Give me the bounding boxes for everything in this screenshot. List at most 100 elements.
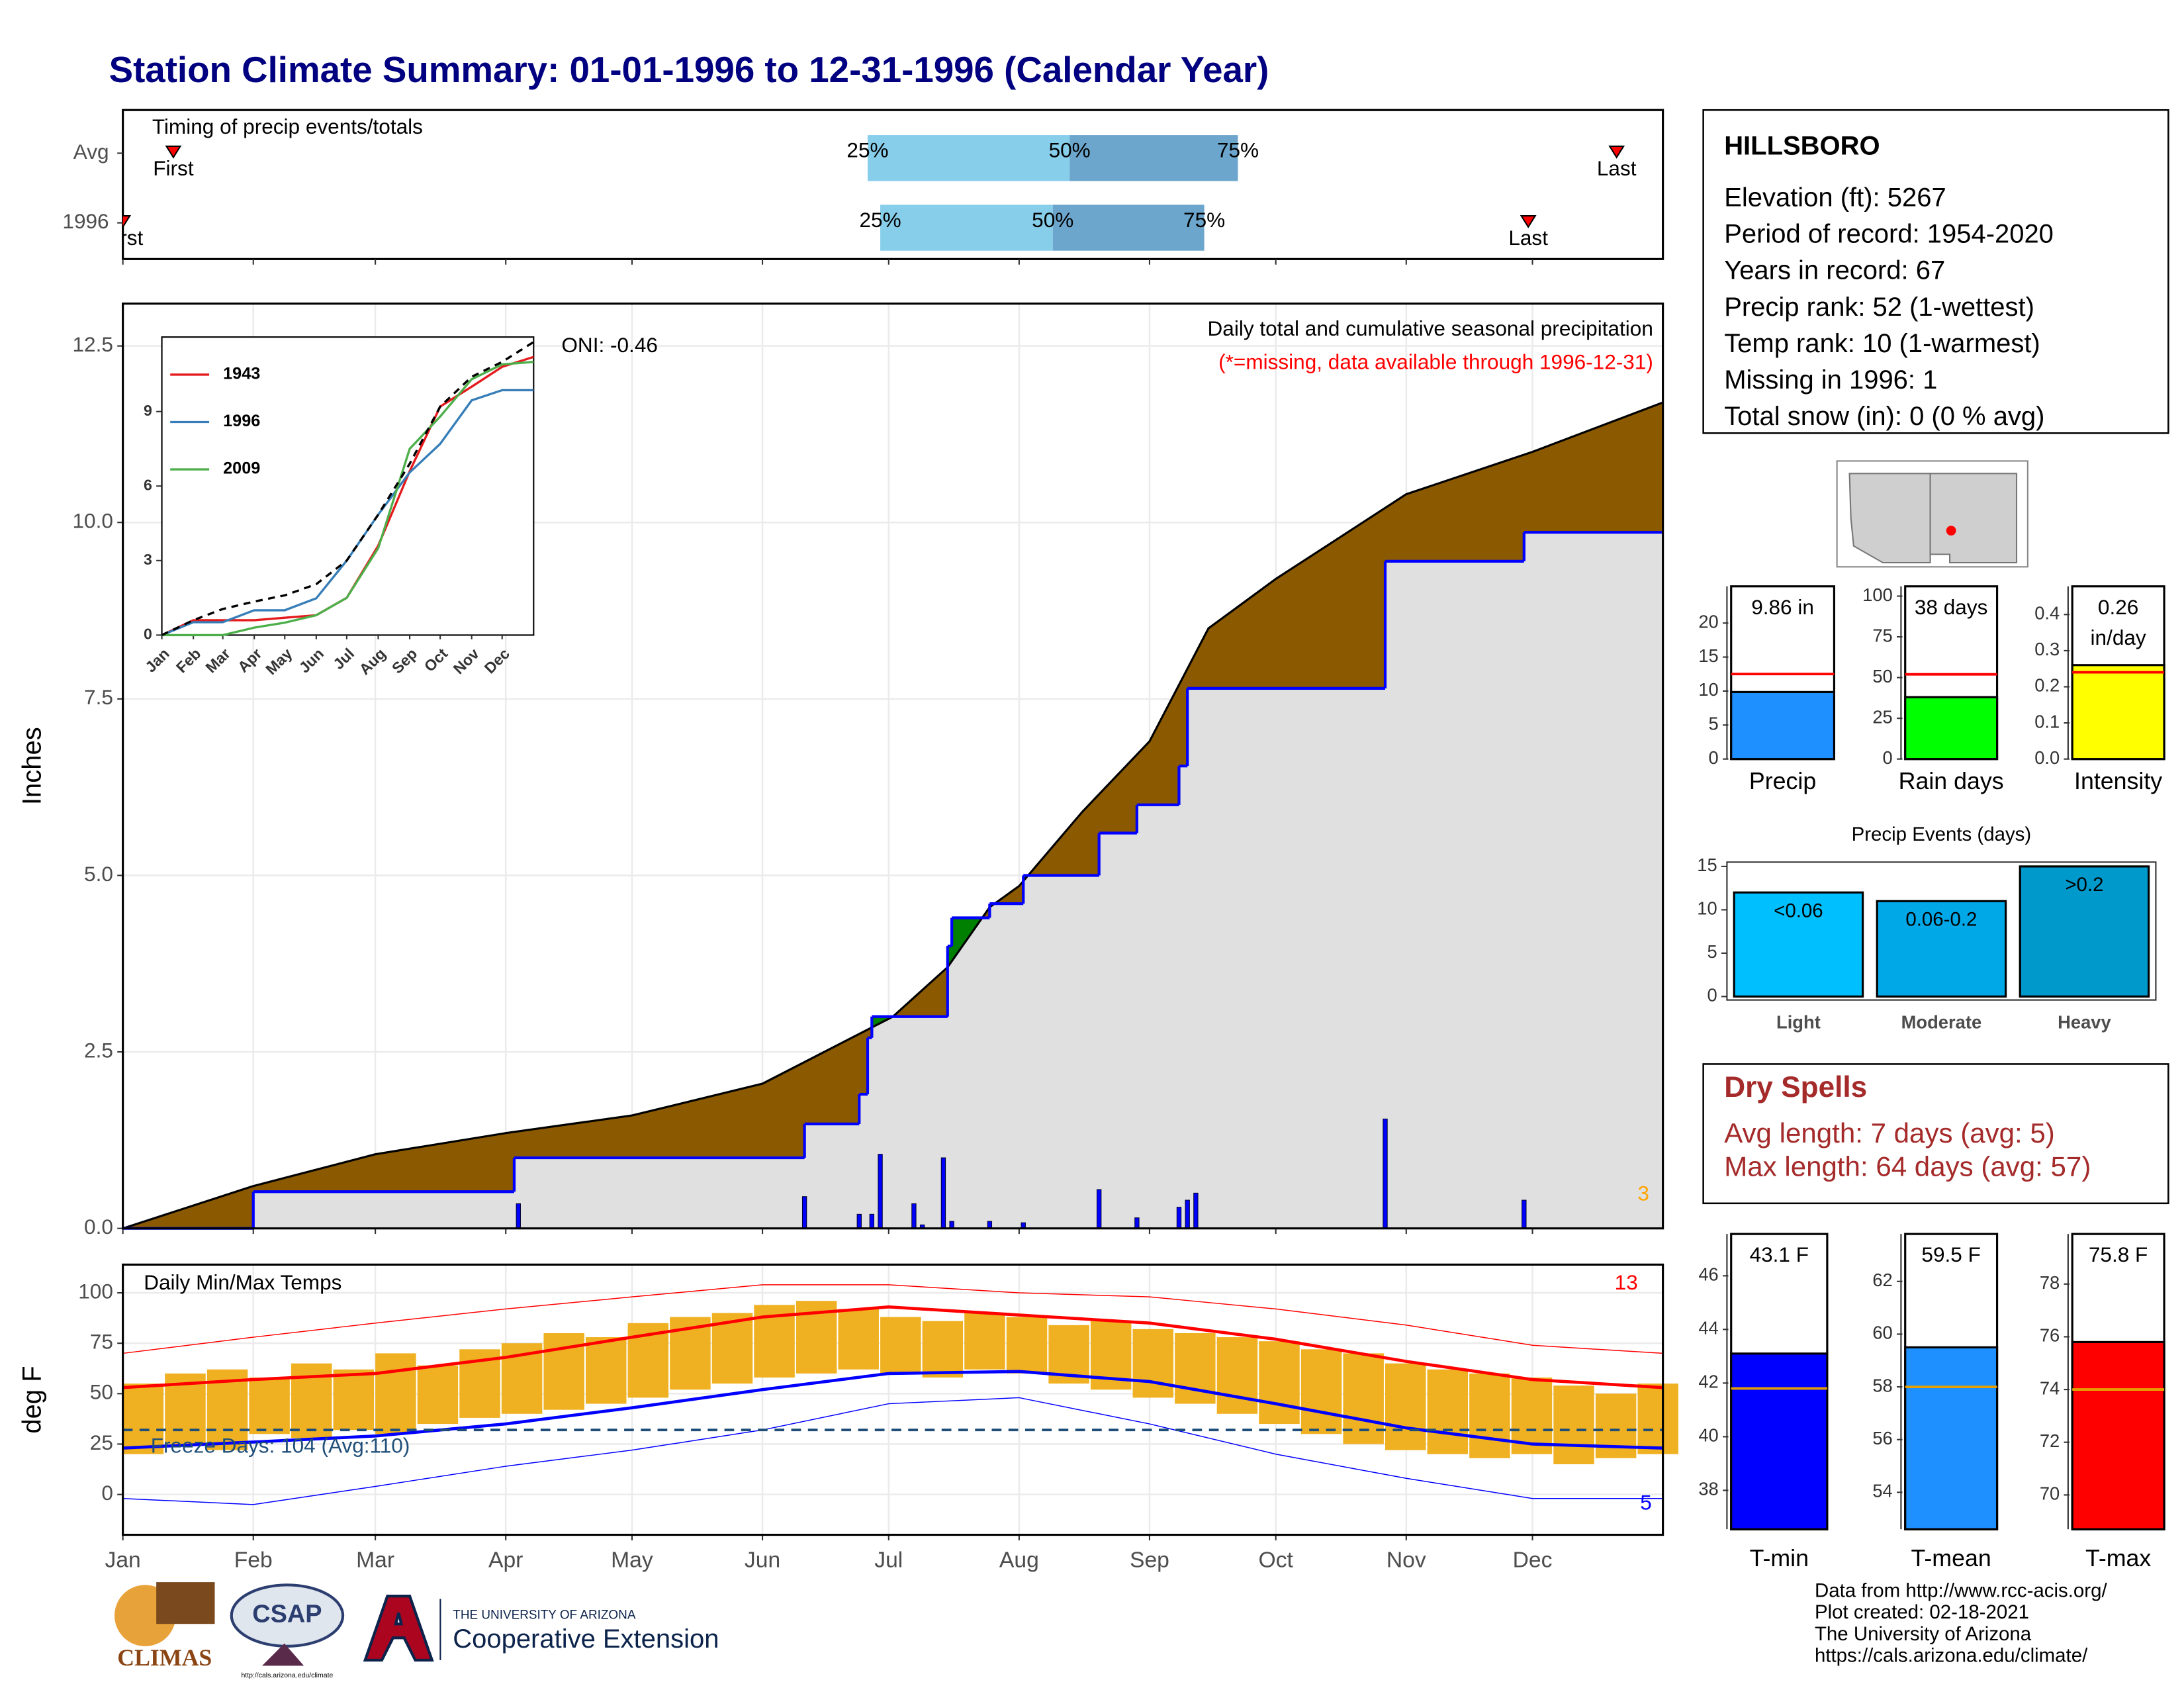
y-tick-label: 62	[1872, 1270, 1892, 1290]
y-tick-label: 12.5	[73, 332, 113, 356]
y-tick-label: 58	[1872, 1375, 1892, 1395]
station-box	[1702, 109, 2169, 434]
station-line: Years in record: 67	[1724, 256, 1945, 285]
daily-range-bar	[1469, 1373, 1510, 1458]
daily-bar	[1522, 1199, 1527, 1229]
y-tick-label: 0	[1883, 747, 1893, 768]
daily-bar	[987, 1221, 993, 1229]
quartile-label: 50%	[1032, 208, 1073, 232]
y-tick-label: 42	[1698, 1372, 1718, 1392]
bar	[1733, 891, 1864, 998]
daily-range-bar	[922, 1321, 964, 1378]
timing-marker	[165, 145, 182, 159]
daily-range-bar	[122, 1383, 164, 1454]
bar	[1730, 690, 1835, 761]
quartile-bar	[880, 205, 1053, 251]
y-tick-label: 60	[1872, 1323, 1892, 1343]
daily-range-bar	[1427, 1369, 1469, 1454]
y-tick-label: 0.3	[2034, 639, 2060, 659]
y-tick-label: 7.5	[84, 685, 113, 709]
daily-range-bar	[586, 1337, 627, 1404]
y-tick-label: 70	[2040, 1483, 2060, 1504]
daily-bar	[1193, 1192, 1199, 1229]
y-tick-label: 44	[1698, 1318, 1718, 1338]
x-tick-label: Nov	[1387, 1548, 1426, 1572]
observed-below-area	[253, 1192, 515, 1229]
y-tick-label: 5	[1709, 714, 1719, 734]
daily-bar	[801, 1196, 807, 1229]
bar-label: Precip	[1749, 768, 1816, 794]
y-tick-label: 5.0	[84, 862, 113, 886]
csap-url: http://cals.arizona.edu/climate	[241, 1671, 333, 1679]
csap-text: CSAP	[252, 1601, 322, 1628]
y-tick-label: 0.4	[2034, 603, 2060, 624]
x-tick-label: Moderate	[1901, 1012, 1982, 1033]
chart-title: Precip Events (days)	[1852, 823, 2032, 845]
y-tick-label: 2.5	[84, 1038, 113, 1062]
x-tick-label: May	[611, 1548, 653, 1572]
y-tick-label: 50	[90, 1380, 113, 1404]
y-tick-label: 10	[1697, 898, 1717, 919]
page-title: Station Climate Summary: 01-01-1996 to 1…	[109, 49, 1269, 90]
y-tick-label: 50	[1872, 666, 1892, 686]
bin-label: >0.2	[2065, 874, 2103, 896]
bar-label: T-min	[1750, 1545, 1809, 1571]
record-low-line	[122, 1397, 1663, 1505]
timing-marker-label: First	[103, 226, 144, 250]
daily-range-bar	[1553, 1385, 1594, 1464]
y-tick-label: 25	[1872, 706, 1892, 727]
daily-range-bar	[249, 1377, 290, 1434]
y-tick-label: 0.0	[84, 1215, 113, 1239]
bin-label: 0.06-0.2	[1905, 909, 1977, 931]
daily-range-bar	[1300, 1349, 1342, 1434]
daily-bar	[940, 1157, 946, 1229]
observed-below-area	[952, 917, 990, 1229]
chart-subtitle: (*=missing, data available through 1996-…	[1218, 350, 1653, 373]
quartile-label: 75%	[1217, 138, 1259, 162]
quartile-label: 50%	[1049, 138, 1091, 162]
daily-range-bar	[417, 1365, 459, 1425]
bar	[2019, 865, 2150, 998]
timing-marker-label: Last	[1508, 226, 1548, 250]
climas-logo	[156, 1582, 215, 1624]
bar	[2071, 1340, 2165, 1530]
ua-logo	[363, 1595, 434, 1662]
y-tick-label: 0	[1709, 747, 1719, 768]
daily-range-bar	[375, 1353, 416, 1434]
chart-title: Daily total and cumulative seasonal prec…	[1208, 316, 1653, 340]
daily-bar	[1176, 1207, 1182, 1229]
daily-bar	[856, 1213, 862, 1229]
daily-range-bar	[964, 1313, 1005, 1370]
y-tick-label: 76	[2040, 1325, 2060, 1346]
record-high-count: 13	[1615, 1270, 1638, 1294]
daily-bar	[911, 1203, 917, 1229]
row-label: Avg	[73, 140, 109, 164]
daily-range-bar	[1259, 1341, 1300, 1425]
bar-label: Intensity	[2074, 768, 2162, 794]
dry-spells-line: Max length: 64 days (avg: 57)	[1724, 1150, 2091, 1182]
y-tick-label: 6	[144, 476, 152, 493]
daily-range-bar	[1132, 1329, 1174, 1398]
y-tick-label: 38	[1698, 1479, 1718, 1499]
legend-label: 1943	[223, 365, 260, 383]
csap-cloud	[230, 1583, 345, 1648]
y-tick-label: 78	[2040, 1272, 2060, 1293]
value-label: 0.26	[2098, 595, 2138, 619]
observed-below-area	[514, 1158, 805, 1229]
timing-marker-label: Last	[1597, 156, 1637, 180]
station-line: Temp rank: 10 (1-warmest)	[1724, 329, 2040, 358]
daily-range-bar	[1385, 1363, 1426, 1450]
normal-low-line	[122, 1370, 1663, 1450]
daily-bar	[878, 1154, 883, 1229]
x-tick-label: Jan	[105, 1548, 141, 1572]
bar	[1904, 696, 1999, 761]
x-tick-label: Apr	[488, 1548, 523, 1572]
x-tick-label: Dec	[1513, 1548, 1553, 1572]
inset-average-line	[161, 341, 535, 636]
count-label: 3	[1637, 1182, 1649, 1205]
dry-spells-title: Dry Spells	[1724, 1071, 1867, 1103]
value-label: 75.8 F	[2089, 1243, 2148, 1266]
normal-high-line	[122, 1305, 1663, 1389]
